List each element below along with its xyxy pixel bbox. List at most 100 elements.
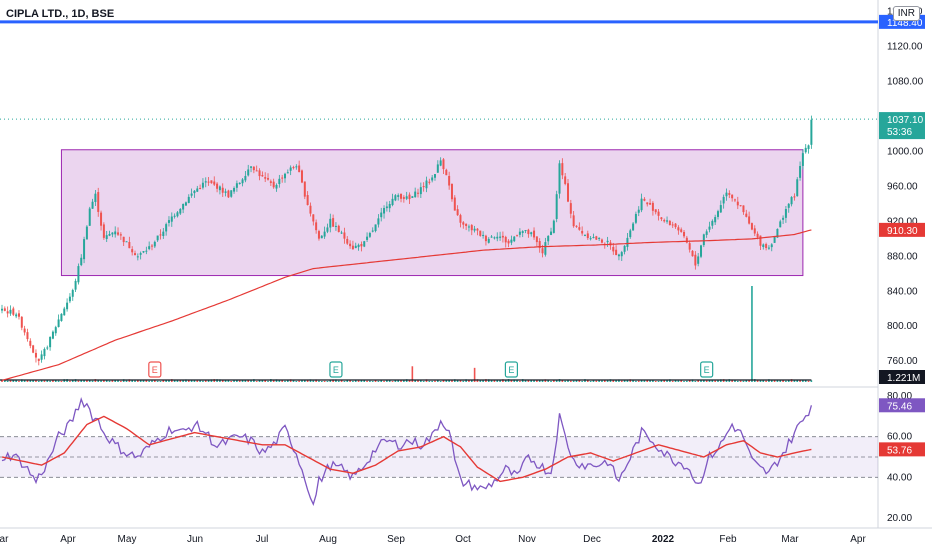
volume-bar: [439, 380, 442, 382]
candle: [366, 236, 369, 240]
volume-bar: [292, 380, 295, 382]
candle: [767, 247, 770, 249]
candle: [182, 203, 185, 210]
volume-bar: [589, 380, 592, 382]
volume-bar: [454, 379, 456, 382]
candle: [286, 172, 289, 174]
candle: [136, 256, 139, 258]
candle: [583, 235, 586, 237]
candle: [516, 235, 519, 237]
candle: [252, 166, 255, 171]
earnings-marker: [329, 361, 343, 378]
candle: [20, 316, 23, 328]
candle: [216, 183, 219, 189]
volume-bar: [434, 380, 436, 382]
volume-bar: [162, 380, 165, 382]
candle: [750, 223, 753, 230]
candle: [793, 196, 796, 198]
candle: [784, 209, 787, 218]
candle: [521, 231, 524, 233]
volume-bar: [629, 379, 632, 382]
candle: [97, 192, 100, 212]
candle: [733, 199, 736, 201]
candle: [74, 280, 77, 290]
candle: [651, 202, 654, 211]
volume-bar: [52, 379, 54, 382]
candle: [374, 224, 377, 232]
volume-bar: [340, 380, 343, 382]
candle: [400, 193, 403, 199]
candle: [716, 211, 719, 217]
candle: [646, 202, 649, 205]
volume-bar: [720, 379, 722, 382]
candle: [278, 178, 281, 185]
price-tick-label: 840.00: [887, 286, 918, 297]
volume-bar: [374, 379, 377, 382]
candle: [470, 225, 473, 231]
volume-bar: [369, 380, 371, 382]
candle: [467, 226, 470, 228]
volume-bar: [553, 380, 555, 382]
candle: [284, 173, 286, 179]
volume-value-box: [879, 370, 925, 384]
candle: [289, 167, 292, 171]
volume-bar: [4, 379, 6, 382]
volume-bar: [80, 380, 83, 382]
candle: [719, 205, 722, 213]
candle: [337, 225, 340, 233]
candle: [527, 229, 530, 235]
time-tick-label: Jul: [256, 534, 269, 545]
volume-bar: [6, 380, 9, 382]
candle: [150, 245, 153, 247]
candle: [450, 183, 453, 200]
volume-bar: [513, 379, 516, 382]
candle: [326, 227, 329, 232]
volume-bar: [742, 380, 745, 382]
volume-bar: [168, 379, 170, 382]
volume-bar: [309, 379, 312, 382]
volume-bar: [216, 379, 218, 382]
volume-bar: [320, 380, 323, 382]
price-tick-label: 960.00: [887, 181, 918, 192]
earnings-marker-label: E: [704, 365, 710, 375]
candle: [575, 225, 578, 227]
candle: [530, 232, 533, 235]
candle: [790, 197, 793, 205]
volume-bar: [88, 380, 91, 382]
volume-bar: [264, 380, 266, 382]
candle: [731, 194, 734, 199]
volume-bar: [267, 380, 269, 382]
volume-bar: [37, 380, 40, 382]
currency-badge[interactable]: INR: [892, 6, 920, 21]
volume-bar: [255, 381, 258, 382]
candle: [640, 198, 643, 211]
volume-bar: [572, 380, 575, 382]
volume-bar: [173, 380, 176, 382]
candle: [586, 233, 589, 239]
volume-bar: [581, 381, 583, 382]
volume-bar: [462, 380, 465, 382]
rsi-tick-label: 20.00: [887, 513, 912, 524]
volume-bar: [250, 380, 252, 382]
candle: [269, 181, 272, 183]
volume-bar: [759, 380, 762, 382]
rsi-tick-label: 80.00: [887, 391, 912, 402]
volume-bar: [131, 380, 133, 382]
candle: [221, 187, 224, 193]
candle: [671, 224, 674, 226]
candle: [227, 190, 230, 198]
candle: [193, 190, 196, 194]
candle: [267, 178, 270, 180]
volume-bar: [230, 381, 233, 382]
volume-bar: [762, 380, 765, 382]
candle: [685, 237, 688, 243]
volume-bar: [337, 380, 340, 382]
candle: [643, 198, 646, 201]
volume-bar: [103, 379, 105, 382]
time-tick-label: Mar: [781, 534, 799, 545]
volume-bar: [785, 380, 787, 382]
volume-bar: [117, 380, 119, 382]
candle: [88, 208, 91, 226]
candle: [128, 242, 131, 249]
